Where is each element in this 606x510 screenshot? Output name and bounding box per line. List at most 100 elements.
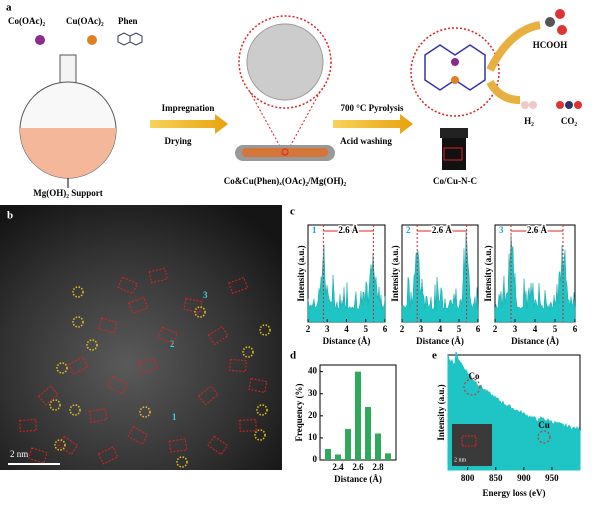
precursor: Phen [118, 16, 138, 26]
y-axis-label: Intensity (a.u.) [296, 245, 306, 301]
y-tick-label: 0 [313, 454, 318, 464]
output: HCOOH [533, 40, 568, 50]
atom [521, 101, 529, 109]
site-box [228, 276, 249, 295]
site-box [168, 438, 188, 453]
x-axis-label: Distance (Å) [511, 336, 559, 346]
y-tick-label: 20 [308, 410, 318, 420]
atom [529, 101, 537, 109]
site-box [97, 446, 119, 465]
dot-ring [242, 346, 254, 358]
site-box [19, 419, 37, 432]
x-tick-label: 800 [461, 473, 475, 483]
co-icon [35, 35, 45, 45]
x-tick-label: 4 [533, 324, 538, 334]
haadf-image [0, 205, 282, 470]
x-tick-label: 5 [457, 324, 462, 334]
edge-label: Co [469, 371, 480, 381]
x-tick-label: 2.4 [332, 462, 344, 472]
x-tick-label: 6 [573, 324, 578, 334]
phen-icon [117, 32, 143, 46]
atom [556, 101, 564, 109]
bar [355, 371, 361, 460]
plot-number: 2 [406, 225, 411, 235]
spacing-label: 2.6 Å [338, 225, 359, 235]
co-atom [451, 58, 459, 66]
site-box [127, 426, 149, 445]
x-axis-label: Energy loss (eV) [483, 488, 546, 498]
marker [281, 148, 289, 156]
site-box [128, 296, 149, 315]
dot-ring [176, 456, 188, 468]
panel-d: d [290, 350, 296, 362]
site-box [239, 419, 257, 432]
y-axis-label: Frequency (%) [294, 383, 304, 441]
dot-ring [69, 404, 81, 416]
atom [565, 101, 573, 109]
site-label: 2 [170, 339, 175, 349]
plot-number: 3 [499, 225, 504, 235]
x-tick-label: 2.6 [352, 462, 364, 472]
arrow [486, 79, 521, 104]
marker [443, 147, 463, 161]
x-tick-label: 2 [306, 324, 311, 334]
panel-c: c [290, 206, 295, 218]
cu-icon [87, 35, 97, 45]
site-box [183, 298, 203, 313]
x-tick-label: 950 [545, 473, 559, 483]
step: Drying [165, 136, 193, 146]
y-axis-label: Intensity (a.u.) [436, 384, 446, 440]
x-tick-label: 4 [438, 324, 443, 334]
atom [545, 17, 555, 27]
dot-ring [256, 404, 268, 416]
dot-ring [194, 306, 206, 318]
x-axis-label: Distance (Å) [416, 336, 464, 346]
dot-ring [86, 339, 98, 351]
panel-label: b [7, 210, 13, 222]
atom [555, 9, 565, 19]
dot-ring [72, 286, 84, 298]
dot-ring [259, 324, 271, 336]
step: 700 °C Pyrolysis [341, 103, 404, 113]
x-tick-label: 3 [325, 324, 330, 334]
inset-image [452, 424, 492, 466]
x-tick-label: 4 [344, 324, 349, 334]
edge-label: Cu [538, 420, 550, 430]
edge-circle [463, 378, 481, 396]
output: CO₂ [561, 116, 578, 126]
arrow [333, 114, 413, 134]
bar [335, 454, 341, 460]
x-tick-label: 6 [383, 324, 388, 334]
dot-ring [49, 399, 61, 411]
support-label: Mg(OH)₂ Support [33, 188, 102, 198]
bar [365, 406, 371, 460]
atom [574, 101, 582, 109]
panel-label: d [290, 350, 296, 362]
bar [345, 429, 351, 460]
site-box [88, 408, 108, 423]
x-tick-label: 850 [489, 473, 503, 483]
site-box [197, 385, 219, 406]
step: Acid washing [340, 136, 392, 146]
y-tick-label: 30 [308, 388, 318, 398]
site-box [229, 358, 247, 373]
panel-a: a Co(OAc)₂ Cu(OAc)₂ Phen Mg(OH)₂ Support… [6, 2, 582, 198]
zoom-line [287, 91, 321, 151]
intermediate-label: Co&Cu(Phen)ₓ(OAc)₂/Mg(OH)₂ [224, 176, 347, 186]
site-label: 1 [172, 412, 177, 422]
output: H₂ [524, 116, 534, 126]
bar [385, 453, 391, 460]
y-axis-label: Intensity (a.u.) [483, 245, 493, 301]
zoom-line [249, 91, 283, 151]
plot-number: 1 [312, 225, 317, 235]
spacing-label: 2.6 Å [432, 225, 453, 235]
inset-scale: 2 nm [454, 457, 467, 463]
atom [557, 25, 567, 35]
bar [375, 433, 381, 460]
dot-ring [72, 316, 84, 328]
site-label: 3 [203, 290, 208, 300]
bar [325, 448, 331, 460]
x-tick-label: 6 [476, 324, 481, 334]
liquid [20, 128, 116, 178]
x-tick-label: 2 [493, 324, 498, 334]
